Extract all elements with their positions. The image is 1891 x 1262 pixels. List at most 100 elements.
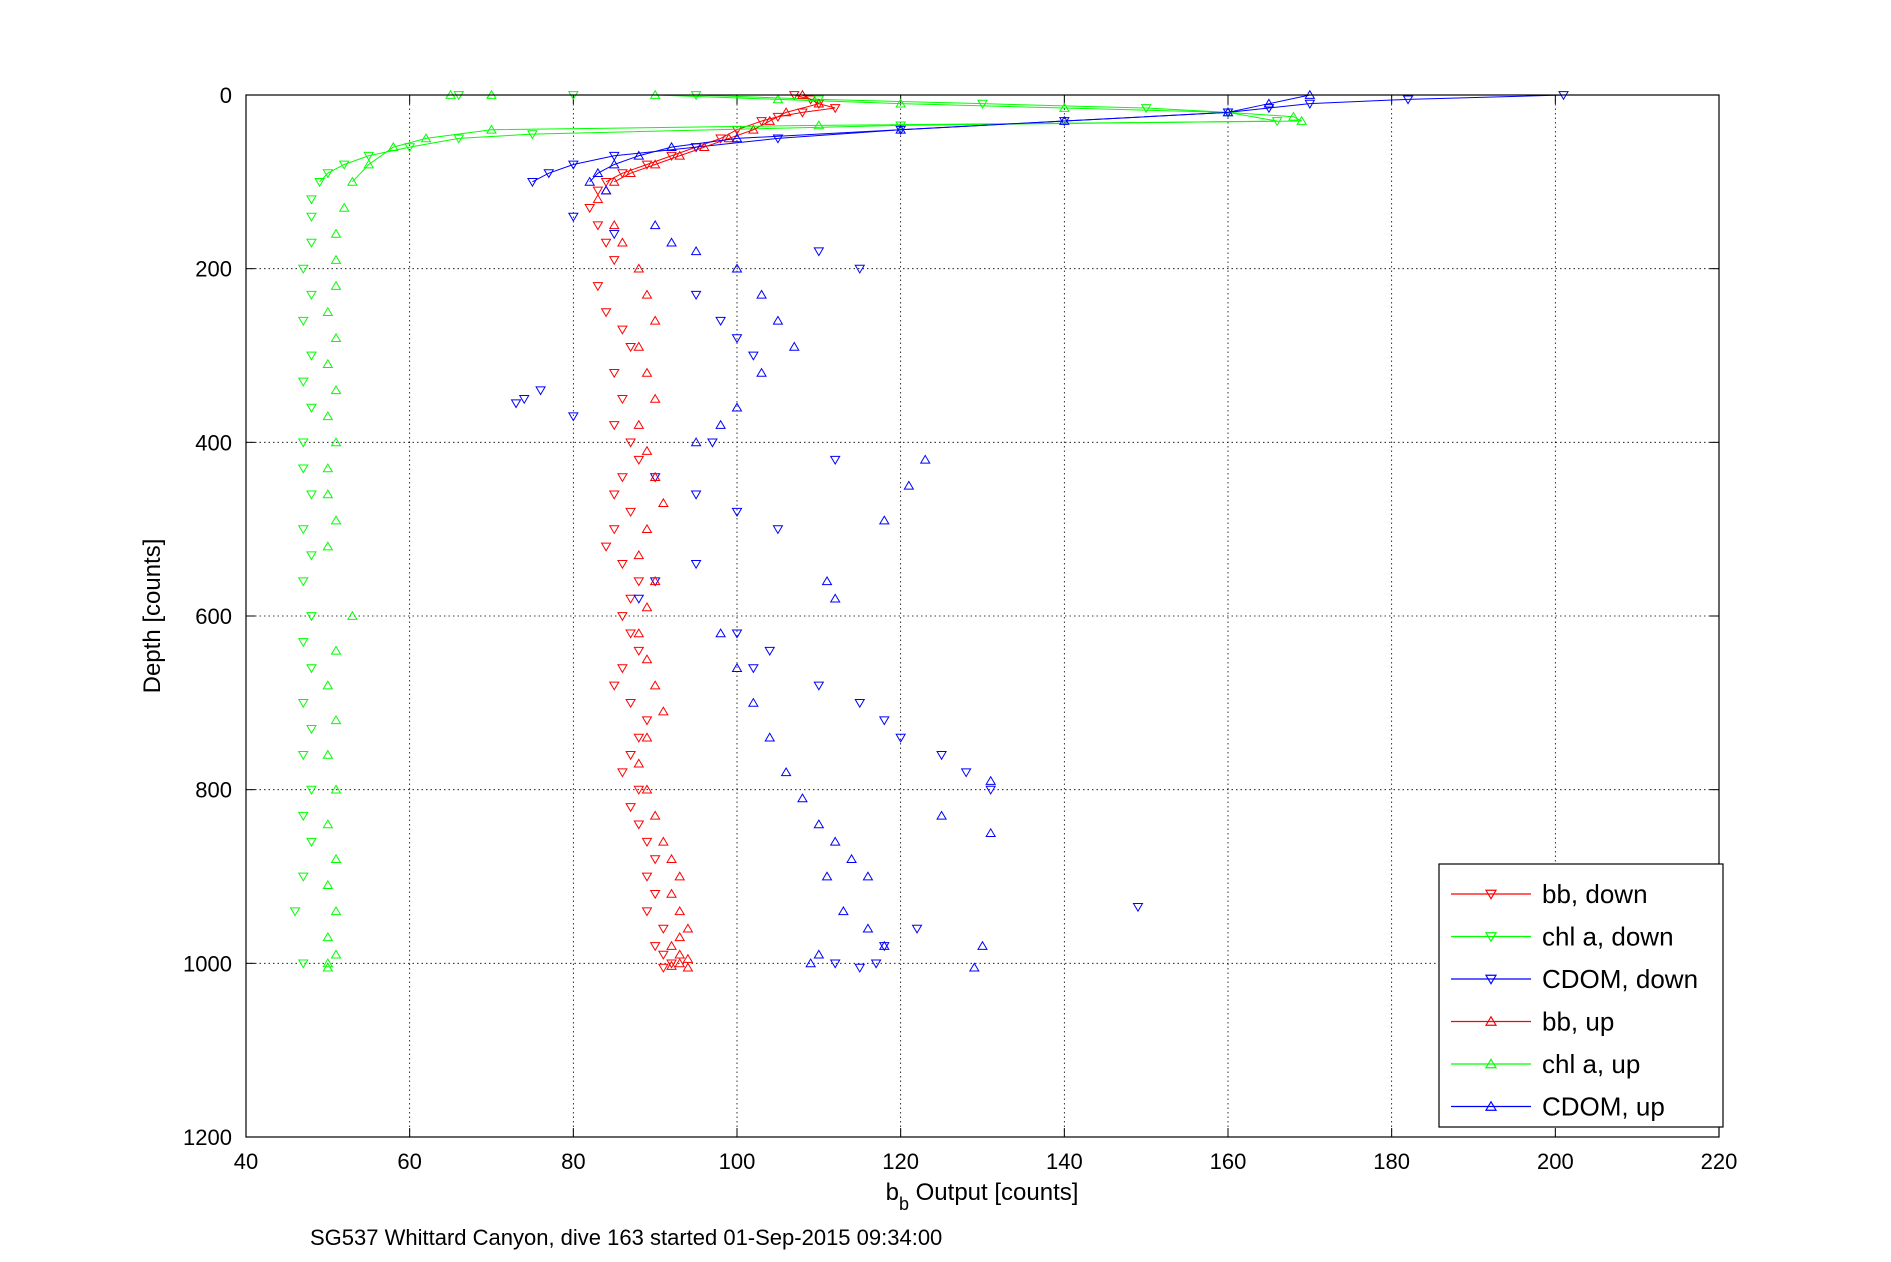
data-point	[666, 960, 677, 970]
data-point	[306, 785, 317, 795]
data-point	[960, 768, 972, 778]
data-point	[322, 879, 334, 890]
data-point	[330, 332, 342, 343]
data-point	[690, 437, 702, 447]
data-point	[527, 130, 538, 140]
data-point	[617, 473, 628, 483]
data-point	[322, 489, 334, 499]
legend-label: bb, up	[1542, 1007, 1614, 1037]
data-point	[338, 202, 350, 212]
data-point	[1222, 107, 1234, 117]
data-point	[297, 577, 309, 587]
data-point	[633, 263, 645, 273]
data-point	[731, 629, 743, 639]
data-point	[330, 645, 342, 655]
series-layer	[289, 89, 1569, 973]
data-point	[625, 438, 636, 448]
data-point	[870, 959, 882, 969]
data-point	[420, 133, 432, 143]
data-point	[674, 932, 686, 942]
data-point	[649, 159, 661, 169]
x-axis-label-rest: Output [counts]	[909, 1179, 1078, 1206]
legend-swatch-marker	[1484, 974, 1498, 985]
data-point	[633, 549, 645, 560]
caption: SG537 Whittard Canyon, dive 163 started …	[310, 1225, 942, 1250]
data-point	[338, 160, 350, 170]
data-point	[657, 950, 669, 960]
data-point	[322, 463, 334, 473]
data-point	[363, 151, 375, 162]
series-line	[614, 94, 821, 183]
data-point	[682, 953, 694, 963]
y-axis-label: Depth [counts]	[139, 539, 166, 694]
data-point	[641, 837, 653, 848]
data-point	[682, 962, 694, 972]
data-point	[895, 124, 907, 134]
data-point	[805, 958, 817, 968]
data-point	[543, 169, 555, 179]
data-point	[813, 247, 825, 257]
data-point	[1058, 102, 1070, 112]
data-point	[666, 853, 677, 864]
data-point	[617, 395, 628, 405]
data-point	[985, 827, 997, 837]
data-point	[674, 905, 686, 916]
data-point	[936, 751, 947, 761]
y-tick-label: 0	[220, 83, 232, 108]
data-point	[306, 195, 317, 205]
data-point	[674, 958, 686, 968]
data-point	[633, 150, 645, 160]
data-point	[330, 714, 342, 725]
x-tick-labels: 40 60 80 100 120 140 160 180 200 220	[234, 1149, 1738, 1174]
x-axis-label: bb Output [counts]	[886, 1179, 1079, 1214]
data-point	[600, 238, 612, 248]
data-point	[306, 612, 317, 622]
data-point	[306, 290, 317, 300]
data-point	[641, 289, 653, 299]
data-point	[764, 115, 776, 125]
data-point	[535, 386, 546, 396]
data-point	[764, 732, 776, 742]
series-line	[352, 94, 1302, 183]
x-axis-label-subscript: b	[899, 1194, 909, 1214]
data-point	[649, 576, 661, 586]
x-tick-label: 80	[561, 1149, 585, 1174]
data-point	[608, 151, 620, 162]
data-point	[731, 263, 743, 273]
legend-label: chl a, up	[1542, 1049, 1640, 1079]
data-point	[641, 523, 653, 534]
data-point	[747, 664, 759, 674]
data-point	[387, 141, 399, 151]
legend: bb, down chl a, down CDOM, down bb, up chl a…	[1438, 863, 1724, 1128]
data-point	[649, 810, 661, 820]
data-point	[1288, 111, 1299, 121]
y-tick-label: 1200	[183, 1125, 232, 1150]
data-point	[633, 341, 645, 351]
data-point	[707, 438, 718, 448]
data-point	[1304, 99, 1316, 109]
data-point	[608, 159, 620, 169]
data-point	[322, 358, 334, 369]
series-line	[589, 94, 1310, 183]
data-point	[977, 940, 988, 950]
data-point	[617, 664, 628, 674]
data-point	[641, 872, 653, 882]
y-tick-label: 400	[195, 430, 232, 455]
data-point	[297, 264, 309, 274]
data-point	[297, 959, 309, 969]
series-4	[322, 89, 1308, 972]
data-point	[330, 853, 342, 864]
data-point	[731, 662, 743, 672]
data-point	[731, 402, 743, 412]
data-point	[813, 949, 825, 959]
data-point	[330, 949, 342, 959]
data-point	[510, 399, 522, 409]
data-point	[306, 490, 317, 500]
data-point	[608, 421, 620, 431]
data-point	[527, 177, 538, 188]
plot-frame	[245, 94, 1720, 1138]
data-point	[649, 393, 661, 403]
data-point	[641, 367, 653, 377]
data-point	[985, 775, 997, 785]
data-point	[617, 560, 628, 570]
